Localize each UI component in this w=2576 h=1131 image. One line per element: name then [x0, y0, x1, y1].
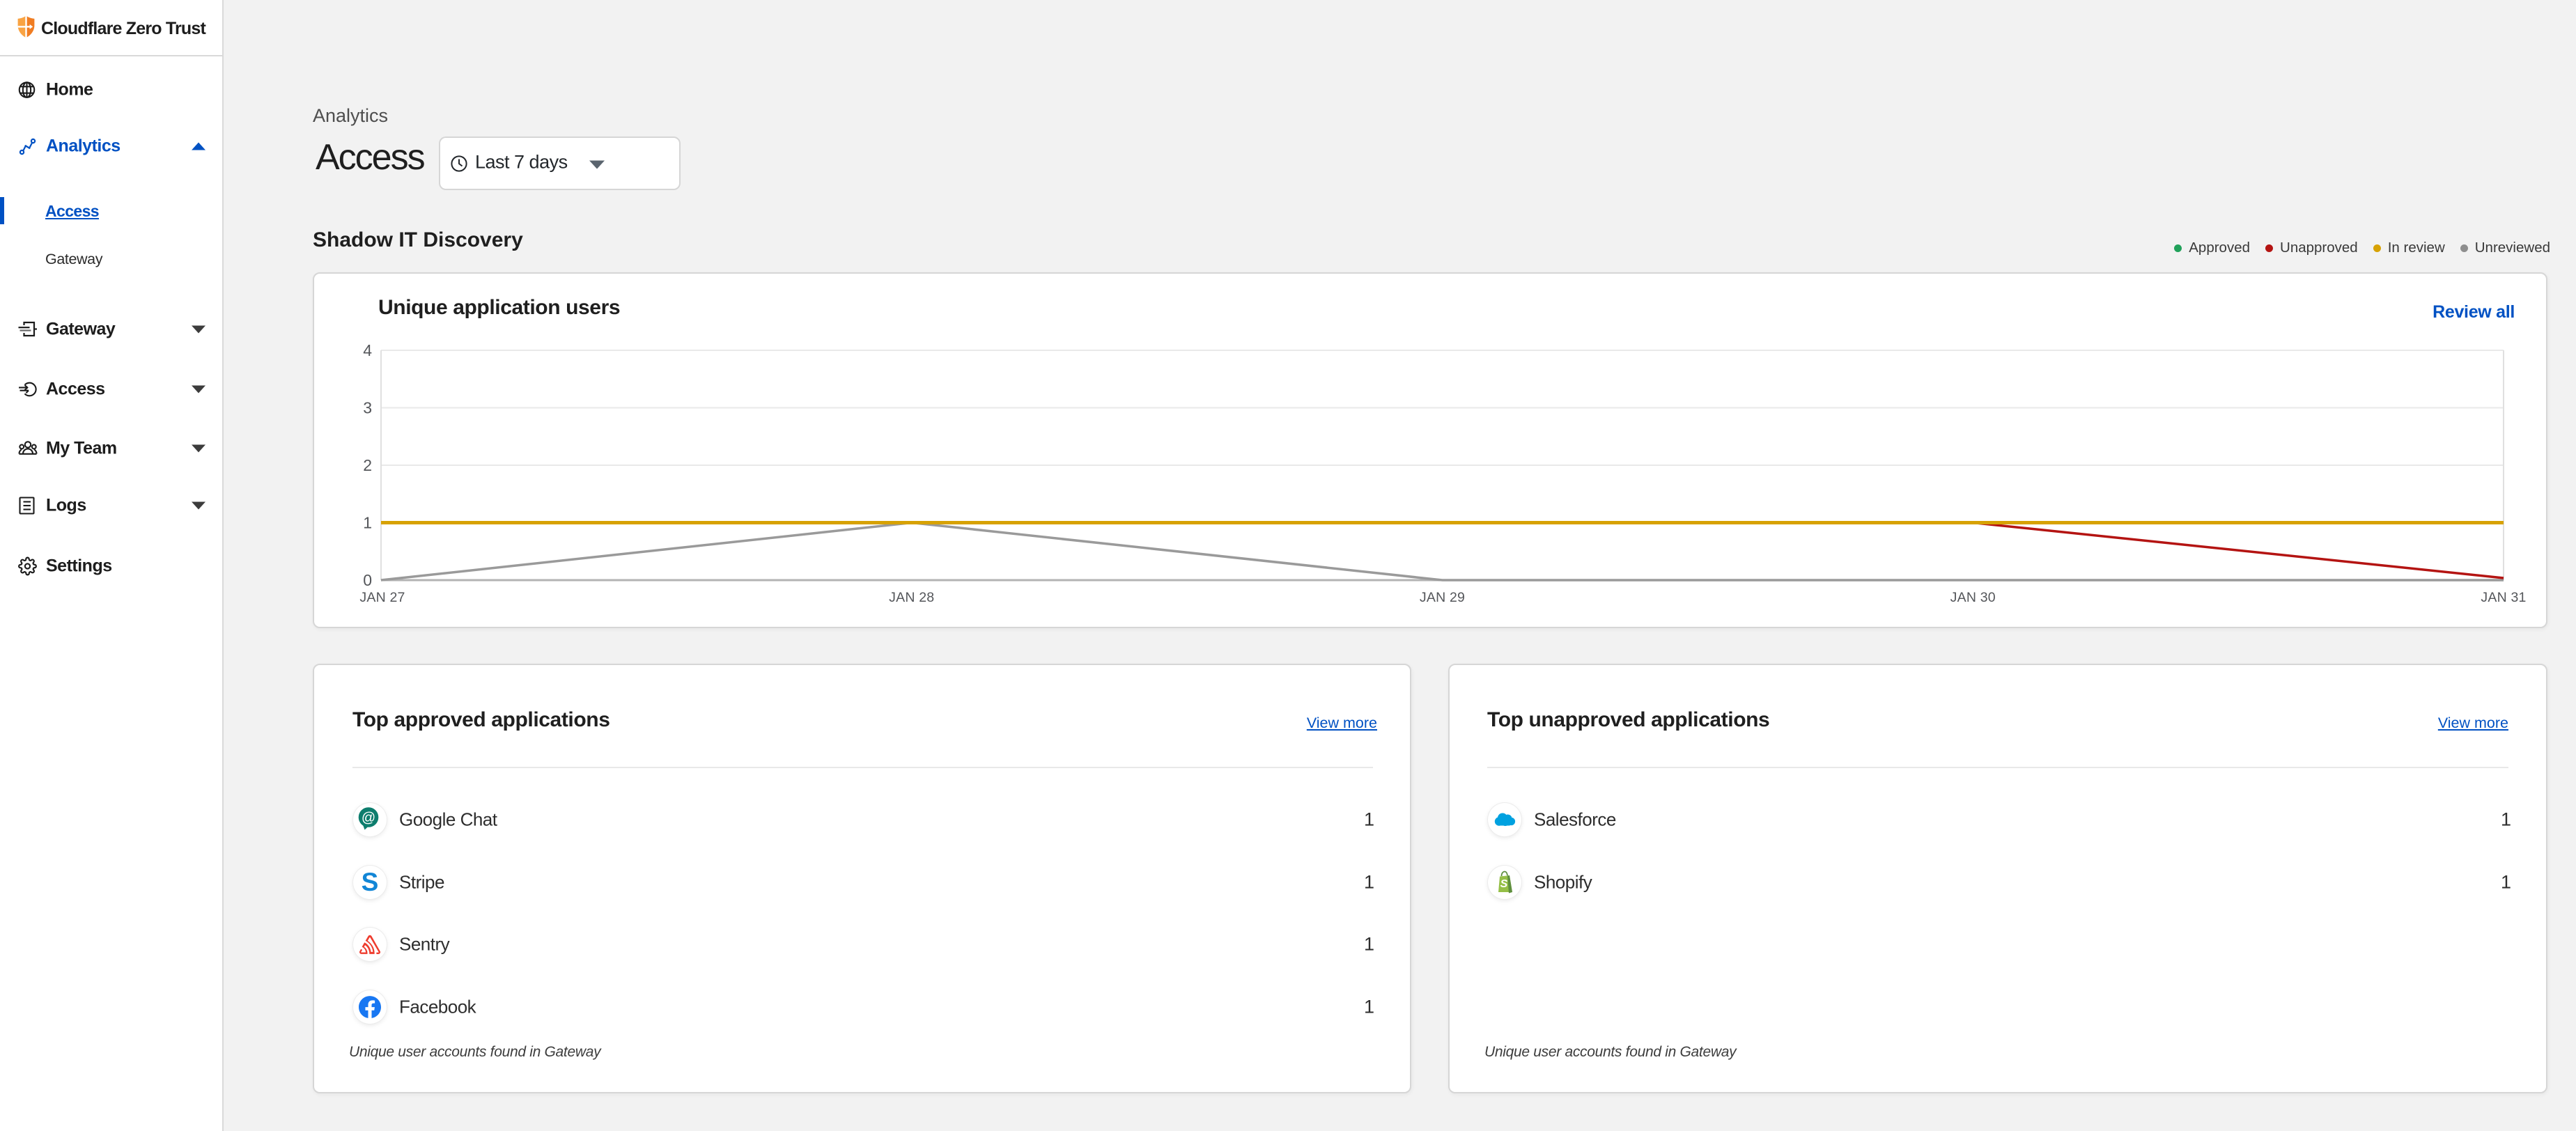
svg-text:1: 1	[363, 514, 372, 532]
svg-text:JAN 27: JAN 27	[359, 590, 405, 605]
svg-text:4: 4	[363, 341, 372, 359]
svg-text:JAN 29: JAN 29	[1420, 590, 1465, 605]
svg-text:@: @	[362, 811, 375, 826]
svg-text:JAN 31: JAN 31	[2481, 590, 2526, 605]
svg-text:S: S	[1500, 878, 1508, 890]
svg-text:2: 2	[363, 456, 372, 474]
svg-text:3: 3	[363, 399, 372, 417]
svg-text:0: 0	[363, 571, 372, 589]
svg-text:JAN 28: JAN 28	[889, 590, 934, 605]
svg-text:JAN 30: JAN 30	[1950, 590, 1996, 605]
